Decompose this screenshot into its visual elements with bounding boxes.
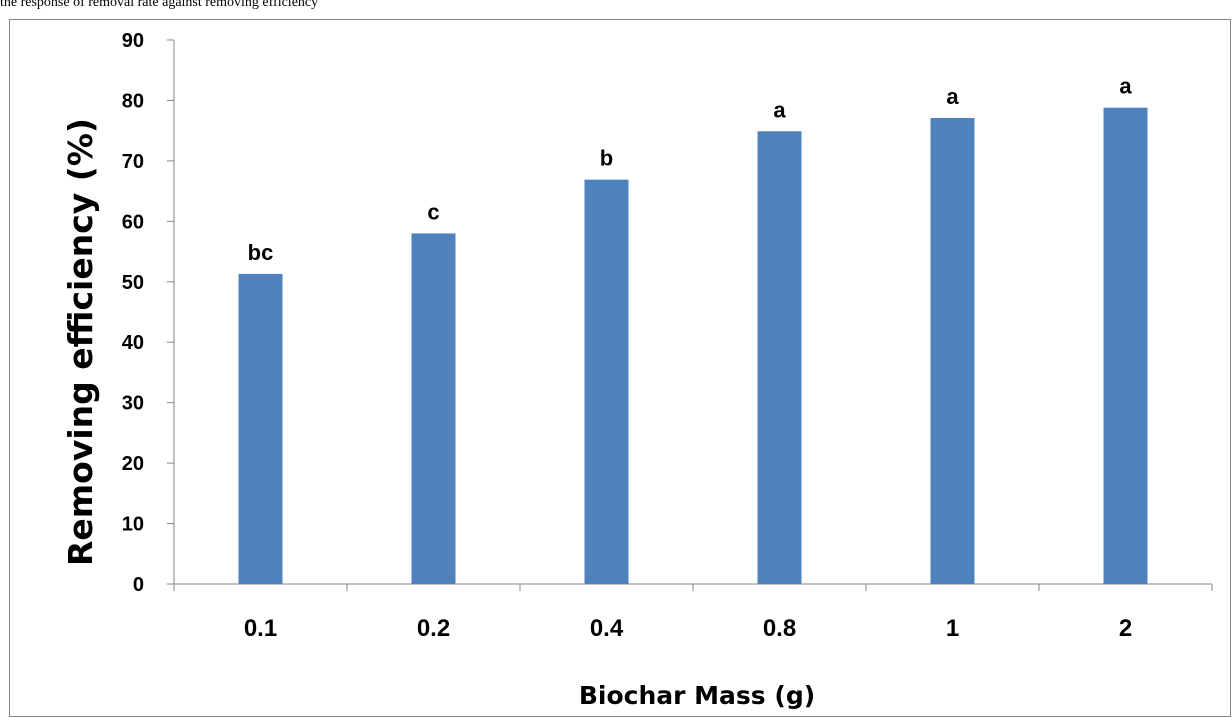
bar [930, 117, 975, 585]
y-tick-label: 60 [122, 211, 144, 233]
y-axis: 0 10 20 30 40 50 60 70 80 90 [122, 30, 175, 596]
x-axis-title: Biochar Mass (g) [579, 681, 815, 710]
significance-label: b [600, 146, 613, 171]
y-tick-label: 50 [122, 272, 144, 294]
x-axis: 0.1 0.2 0.4 0.8 1 2 [173, 583, 1213, 642]
x-tick-label: 0.8 [763, 615, 796, 642]
y-tick-label: 70 [122, 151, 144, 173]
significance-labels: bc c b a a a [248, 74, 1133, 265]
y-tick-label: 40 [122, 332, 144, 354]
x-tick-label: 0.4 [590, 615, 624, 642]
significance-label: c [427, 199, 439, 224]
significance-label: bc [248, 240, 274, 265]
significance-label: a [773, 97, 786, 122]
x-tick-label: 2 [1119, 615, 1132, 642]
bar [584, 179, 629, 585]
bars [238, 107, 1148, 585]
bar [411, 233, 456, 584]
significance-label: a [946, 84, 959, 109]
y-tick-label: 0 [133, 574, 144, 596]
significance-label: a [1119, 74, 1132, 99]
x-tick-label: 1 [946, 615, 959, 642]
x-tick-label: 0.1 [244, 615, 277, 642]
y-tick-label: 10 [122, 514, 144, 536]
y-tick-label: 30 [122, 393, 144, 415]
y-tick-label: 20 [122, 453, 144, 475]
x-tick-label: 0.2 [417, 615, 450, 642]
bar [238, 273, 283, 584]
bar [757, 131, 802, 584]
y-tick-label: 90 [122, 30, 144, 52]
bar [1103, 107, 1148, 584]
figure-caption: the response of removal rate against rem… [0, 0, 319, 10]
y-tick-label: 80 [122, 90, 144, 112]
y-axis-title: Removing efficiency (%) [61, 118, 100, 566]
